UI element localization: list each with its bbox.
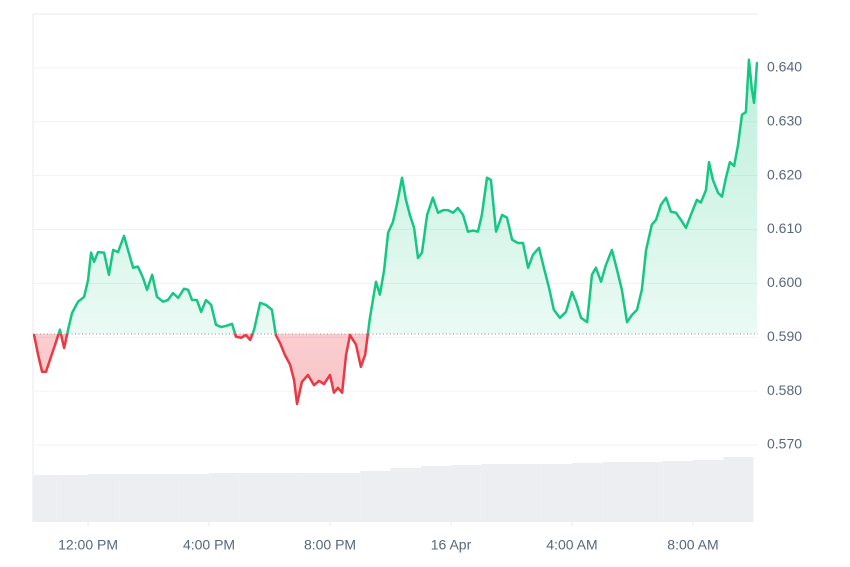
- volume-bar: [723, 457, 754, 522]
- volume-bar: [390, 468, 421, 522]
- volume-bar: [88, 474, 119, 522]
- volume-bar: [57, 475, 89, 522]
- volume-bar: [239, 473, 270, 522]
- volume-bar: [148, 474, 179, 522]
- y-tick-label: 0.640: [767, 59, 802, 75]
- x-tick-label: 16 Apr: [431, 537, 472, 553]
- volume-bar: [692, 460, 724, 522]
- volume-bar: [118, 474, 149, 522]
- y-tick-label: 0.630: [767, 112, 802, 128]
- volume-bar: [33, 475, 58, 522]
- x-tick-label: 4:00 AM: [546, 537, 597, 553]
- y-tick-label: 0.620: [767, 166, 802, 182]
- volume-bar: [541, 464, 572, 522]
- volume-bar: [360, 471, 391, 522]
- volume-bar: [481, 464, 512, 522]
- volume-bar: [511, 464, 542, 522]
- volume-bar: [299, 473, 331, 522]
- y-tick-label: 0.600: [767, 274, 802, 290]
- volume-bar: [330, 473, 361, 522]
- volume-bar: [602, 462, 633, 522]
- volume-bar: [662, 461, 693, 522]
- area-above: [33, 59, 758, 334]
- x-tick-label: 8:00 AM: [667, 537, 718, 553]
- y-tick-label: 0.580: [767, 382, 802, 398]
- x-tick-label: 8:00 PM: [304, 537, 356, 553]
- volume-bar: [178, 474, 210, 522]
- y-tick-label: 0.570: [767, 436, 802, 452]
- y-tick-label: 0.610: [767, 220, 802, 236]
- volume-bar: [451, 465, 482, 522]
- volume-bar: [632, 462, 663, 522]
- volume-bar: [269, 473, 300, 522]
- x-tick-label: 12:00 PM: [58, 537, 118, 553]
- y-tick-label: 0.590: [767, 328, 802, 344]
- volume-bar: [420, 466, 452, 522]
- x-tick-label: 4:00 PM: [183, 537, 235, 553]
- volume-bar: [209, 473, 240, 522]
- volume-bar: [571, 463, 603, 522]
- price-line-above: [33, 58, 758, 334]
